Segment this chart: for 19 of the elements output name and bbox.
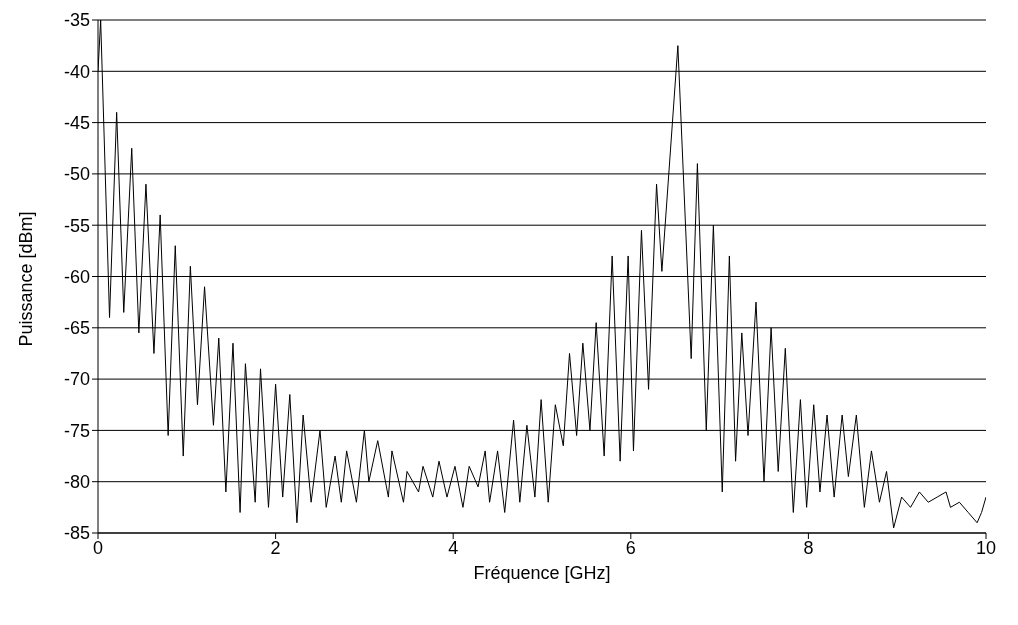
x-tick-label: 2 <box>270 537 281 558</box>
y-tick-label: -70 <box>63 369 90 390</box>
y-tick-label: -50 <box>63 164 90 185</box>
y-tick-label: -65 <box>63 318 90 339</box>
x-axis-title: Fréquence [GHz] <box>473 563 611 583</box>
y-tick-label: -60 <box>63 266 90 287</box>
y-tick-label: -35 <box>63 10 90 31</box>
y-axis-title: Puissance [dBm] <box>16 211 37 347</box>
x-tick-label: 0 <box>92 537 104 558</box>
x-tick-label: 6 <box>625 537 636 558</box>
y-tick-label: -75 <box>63 420 90 441</box>
y-tick-label: -45 <box>63 112 90 133</box>
y-tick-label: -80 <box>63 472 90 493</box>
x-tick-label: 8 <box>803 537 814 558</box>
y-tick-label: -85 <box>63 523 90 544</box>
x-tick-label: 10 <box>975 537 997 558</box>
x-tick-label: 4 <box>448 537 459 558</box>
y-tick-label: -55 <box>63 215 90 236</box>
y-tick-label: -40 <box>63 61 90 82</box>
